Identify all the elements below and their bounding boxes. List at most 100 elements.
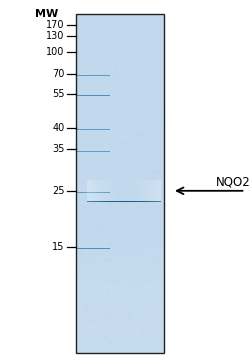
- Bar: [88, 328, 93, 331]
- Bar: [148, 183, 151, 186]
- Bar: [76, 107, 164, 110]
- Bar: [144, 241, 146, 245]
- Bar: [114, 215, 116, 217]
- Bar: [146, 125, 151, 126]
- Bar: [154, 170, 159, 174]
- Bar: [106, 121, 110, 123]
- Bar: [76, 161, 164, 164]
- Bar: [157, 180, 159, 202]
- Bar: [149, 283, 153, 286]
- Bar: [76, 139, 164, 141]
- Bar: [76, 262, 164, 265]
- Bar: [76, 268, 164, 271]
- Bar: [76, 229, 164, 231]
- Text: 25: 25: [52, 186, 64, 196]
- Bar: [76, 240, 164, 243]
- Bar: [99, 225, 103, 228]
- Bar: [115, 180, 116, 202]
- Bar: [76, 328, 164, 330]
- Bar: [150, 131, 156, 134]
- Bar: [76, 31, 164, 34]
- Bar: [149, 144, 153, 146]
- Bar: [83, 132, 89, 135]
- Bar: [95, 225, 99, 229]
- Bar: [84, 196, 90, 199]
- Bar: [97, 180, 99, 202]
- Bar: [79, 71, 84, 73]
- Bar: [129, 126, 131, 128]
- Bar: [81, 53, 87, 54]
- Bar: [104, 317, 107, 320]
- Bar: [108, 270, 111, 272]
- Bar: [137, 233, 139, 237]
- Bar: [158, 121, 161, 125]
- Bar: [76, 203, 164, 206]
- Bar: [88, 153, 93, 156]
- Bar: [124, 334, 129, 338]
- Bar: [99, 97, 104, 99]
- Bar: [76, 20, 164, 23]
- Bar: [117, 44, 121, 47]
- Bar: [115, 50, 117, 53]
- Text: 15: 15: [52, 242, 64, 252]
- Bar: [119, 296, 121, 298]
- Bar: [76, 26, 164, 28]
- Bar: [114, 31, 117, 32]
- Bar: [119, 250, 123, 253]
- Bar: [107, 247, 111, 251]
- Bar: [87, 319, 93, 321]
- Bar: [143, 273, 145, 275]
- Bar: [115, 345, 119, 347]
- Bar: [148, 294, 152, 297]
- Bar: [156, 194, 161, 197]
- Bar: [101, 69, 106, 72]
- Bar: [151, 239, 154, 240]
- Bar: [131, 180, 132, 202]
- Bar: [76, 347, 164, 350]
- Bar: [110, 180, 112, 202]
- Bar: [143, 291, 149, 292]
- Bar: [90, 130, 96, 133]
- Bar: [76, 34, 164, 37]
- Bar: [76, 246, 164, 248]
- Bar: [113, 180, 115, 202]
- Bar: [108, 110, 113, 112]
- Bar: [151, 162, 153, 163]
- Bar: [76, 57, 164, 59]
- Text: 100: 100: [46, 47, 64, 57]
- Bar: [125, 295, 130, 296]
- Bar: [78, 33, 82, 35]
- Bar: [76, 136, 164, 139]
- Bar: [76, 209, 164, 212]
- Bar: [94, 48, 100, 49]
- Bar: [92, 127, 94, 130]
- Bar: [116, 176, 120, 178]
- Bar: [122, 78, 126, 81]
- Bar: [116, 91, 120, 94]
- Bar: [132, 279, 136, 282]
- Bar: [79, 266, 81, 268]
- Bar: [145, 224, 148, 227]
- Bar: [102, 180, 103, 202]
- Bar: [94, 321, 99, 323]
- Bar: [119, 141, 123, 144]
- Bar: [76, 14, 164, 353]
- Bar: [82, 186, 85, 188]
- Bar: [115, 57, 120, 61]
- Bar: [107, 169, 110, 171]
- Bar: [89, 114, 91, 118]
- Bar: [76, 102, 164, 105]
- Bar: [144, 103, 146, 105]
- Bar: [132, 179, 135, 181]
- Bar: [78, 262, 80, 264]
- Bar: [147, 201, 150, 203]
- Bar: [76, 206, 164, 209]
- Bar: [81, 107, 87, 109]
- Bar: [143, 302, 147, 306]
- Bar: [91, 302, 93, 306]
- Bar: [97, 225, 100, 228]
- Bar: [129, 48, 135, 49]
- Bar: [133, 267, 137, 270]
- Bar: [131, 64, 136, 68]
- Bar: [86, 243, 89, 246]
